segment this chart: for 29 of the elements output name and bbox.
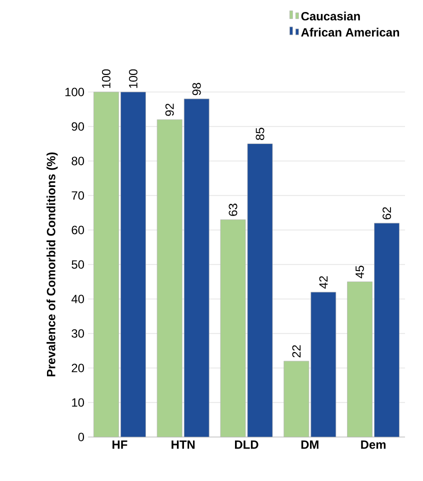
legend-label: Caucasian	[301, 12, 360, 20]
data-label: 85	[256, 128, 264, 140]
data-label: 42	[319, 276, 328, 289]
y-tick-label: 20	[72, 364, 84, 372]
data-label: 62	[382, 207, 392, 220]
x-tick-label: DM	[301, 440, 318, 449]
x-tick-label: DLD	[235, 440, 258, 449]
legend-label: African American	[301, 28, 400, 37]
y-tick-label: 90	[72, 122, 84, 131]
y-tick-label: 100	[65, 88, 84, 96]
y-tick-label: 10	[72, 398, 84, 407]
y-tick-label: 30	[72, 329, 84, 338]
y-tick-label: 50	[72, 260, 84, 269]
y-tick-label: 0	[78, 432, 84, 442]
data-label: 22	[292, 345, 301, 358]
y-tick-label: 70	[72, 191, 84, 200]
data-label: 45	[356, 266, 364, 278]
y-tick-label: 80	[72, 156, 84, 166]
data-label: 98	[192, 82, 201, 96]
data-label: 100	[102, 69, 110, 88]
x-tick-label: HTN	[172, 440, 195, 449]
data-label: 92	[165, 104, 174, 116]
data-label: 63	[228, 204, 238, 216]
y-tick-label: 40	[71, 294, 84, 304]
data-label: 100	[128, 69, 138, 88]
y-tick-label: 60	[72, 226, 84, 234]
x-tick-label: HF	[112, 440, 128, 449]
x-tick-label: Dem	[361, 440, 386, 449]
y-axis-title: Prevalence of Comorbid Conditions (%)	[46, 152, 58, 376]
